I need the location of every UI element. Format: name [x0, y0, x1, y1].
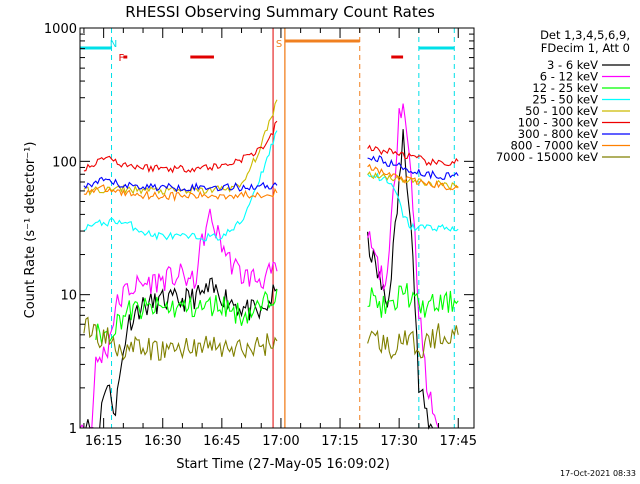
footer-date: 17-Oct-2021 08:33 [560, 469, 636, 478]
series-line-8-seg0 [83, 316, 278, 361]
legend-label-3: 25 - 50 keV [532, 93, 598, 107]
series-line-2-seg1 [367, 283, 459, 318]
y-tick-label-2: 100 [52, 155, 77, 170]
y-axis-label: Count Rate (s⁻¹ detector⁻¹) [23, 142, 38, 319]
annotation-F: F [119, 53, 125, 64]
y-tick-label-1: 10 [60, 289, 77, 304]
series-line-0-seg1 [367, 129, 439, 430]
legend-header-1: Det 1,3,4,5,6,9, [540, 28, 630, 42]
series-line-6-seg1 [367, 155, 459, 180]
legend-label-7: 800 - 7000 keV [510, 139, 598, 153]
x-tick-label-1: 16:30 [144, 434, 181, 449]
annotation-S: S [276, 39, 282, 50]
legend-label-4: 50 - 100 keV [525, 104, 598, 118]
legend-label-0: 3 - 6 keV [547, 58, 598, 72]
legend-header-2: FDecim 1, Att 0 [541, 41, 630, 55]
series-line-5-seg1 [367, 144, 459, 167]
legend-label-2: 12 - 25 keV [532, 81, 598, 95]
series-line-5-seg0 [83, 120, 278, 174]
series-layer [79, 99, 459, 430]
bands-layer: NF S [80, 28, 455, 428]
legend-label-6: 300 - 800 keV [518, 127, 598, 141]
x-tick-label-6: 17:45 [440, 434, 477, 449]
axes-layer: 1 10 100 1000 16:15 16:30 16:45 17:00 17:15 17:30… [44, 22, 477, 449]
series-line-8-seg1 [367, 323, 459, 360]
y-tick-label-0: 1 [69, 422, 77, 437]
annotation-N: N [110, 39, 117, 50]
x-tick-label-0: 16:15 [85, 434, 122, 449]
x-tick-label-2: 16:45 [203, 434, 240, 449]
plot-frame [79, 27, 475, 429]
series-line-1-seg0 [79, 208, 278, 429]
series-line-0-seg0 [80, 277, 278, 429]
x-tick-label-4: 17:15 [321, 434, 358, 449]
x-tick-label-5: 17:30 [380, 434, 417, 449]
series-line-2-seg0 [95, 289, 278, 344]
legend-label-5: 100 - 300 keV [518, 116, 598, 130]
y-tick-label-3: 1000 [44, 22, 77, 37]
series-line-6-seg0 [83, 176, 278, 193]
x-tick-label-3: 17:00 [262, 434, 299, 449]
series-line-3-seg0 [83, 130, 278, 242]
series-line-4-seg0 [83, 99, 278, 197]
x-axis-label: Start Time (27-May-05 16:09:02) [176, 457, 390, 472]
chart-title: RHESSI Observing Summary Count Rates [125, 3, 435, 21]
series-line-1-seg1 [367, 103, 440, 429]
legend-label-1: 6 - 12 keV [540, 70, 598, 84]
series-line-7-seg0 [83, 184, 278, 203]
series-line-3-seg1 [367, 172, 459, 232]
legend-label-8: 7000 - 15000 keV [496, 150, 598, 164]
series-line-7-seg1 [367, 163, 459, 191]
